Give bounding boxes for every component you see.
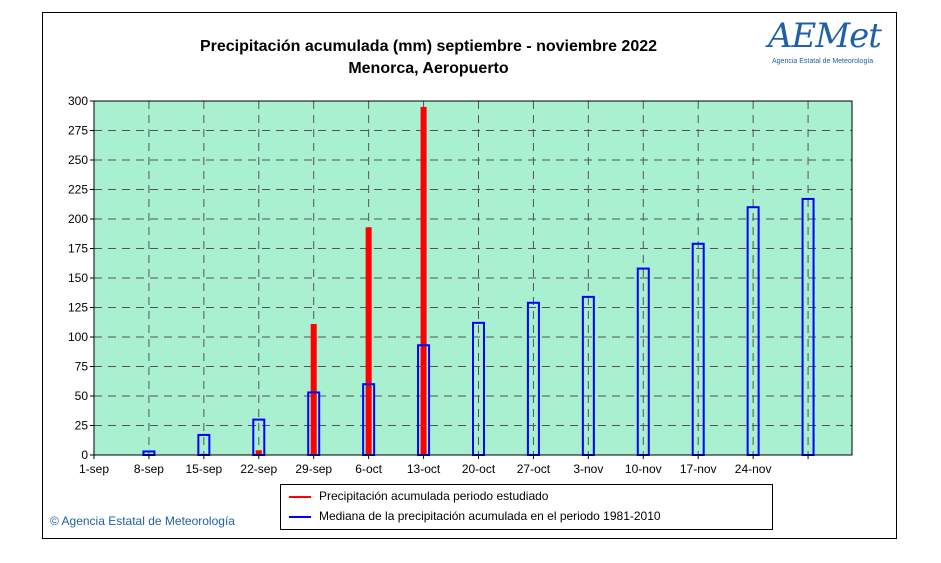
x-tick-label: 8-sep — [134, 462, 164, 476]
x-tick-label: 6-oct — [355, 462, 382, 476]
legend-swatch-studied — [289, 495, 311, 498]
x-tick-label: 13-oct — [407, 462, 441, 476]
legend-label-median: Mediana de la precipitación acumulada en… — [319, 509, 661, 523]
y-tick-label: 125 — [68, 301, 88, 315]
y-tick-label: 300 — [68, 94, 88, 108]
x-tick-label: 29-sep — [295, 462, 332, 476]
x-tick-label: 22-sep — [240, 462, 277, 476]
bar-studied — [310, 324, 317, 455]
y-tick-label: 0 — [81, 448, 88, 462]
aemet-logo-text: AEMet — [768, 16, 882, 56]
bar-studied — [255, 450, 262, 455]
y-tick-label: 175 — [68, 242, 88, 256]
x-tick-label: 17-nov — [680, 462, 717, 476]
y-tick-label: 25 — [75, 419, 89, 433]
x-tick-label: 1-sep — [79, 462, 109, 476]
plot-border — [93, 100, 853, 456]
copyright-notice: © Agencia Estatal de Meteorología — [50, 514, 235, 528]
x-tick-label: 10-nov — [625, 462, 662, 476]
x-tick-label: 24-nov — [735, 462, 772, 476]
legend-swatch-median — [289, 515, 311, 518]
chart-subtitle: Menorca, Aeropuerto — [348, 60, 509, 77]
legend-item-median: Mediana de la precipitación acumulada en… — [289, 509, 661, 527]
bar-studied — [420, 106, 427, 456]
chart-title: Precipitación acumulada (mm) septiembre … — [199, 38, 658, 55]
legend-item-studied: Precipitación acumulada periodo estudiad… — [289, 489, 548, 507]
x-tick-label: 15-sep — [186, 462, 223, 476]
y-tick-label: 100 — [68, 330, 88, 344]
y-tick-label: 250 — [68, 153, 88, 167]
bar-studied — [365, 227, 372, 455]
y-tick-label: 50 — [75, 389, 89, 403]
chart-legend: Precipitación acumulada periodo estudiad… — [280, 484, 773, 530]
y-tick-label: 275 — [68, 124, 88, 138]
x-tick-label: 20-oct — [462, 462, 496, 476]
x-tick-label: 3-nov — [573, 462, 603, 476]
aemet-logo-subtitle: Agencia Estatal de Meteorología — [772, 58, 874, 65]
y-tick-label: 75 — [75, 360, 89, 374]
x-tick-label: 27-oct — [517, 462, 551, 476]
y-tick-label: 200 — [68, 212, 88, 226]
legend-label-studied: Precipitación acumulada periodo estudiad… — [319, 489, 549, 503]
aemet-logo: AEMet Agencia Estatal de Meteorología — [768, 16, 886, 70]
y-tick-label: 225 — [68, 183, 88, 197]
y-tick-label: 150 — [68, 271, 88, 285]
